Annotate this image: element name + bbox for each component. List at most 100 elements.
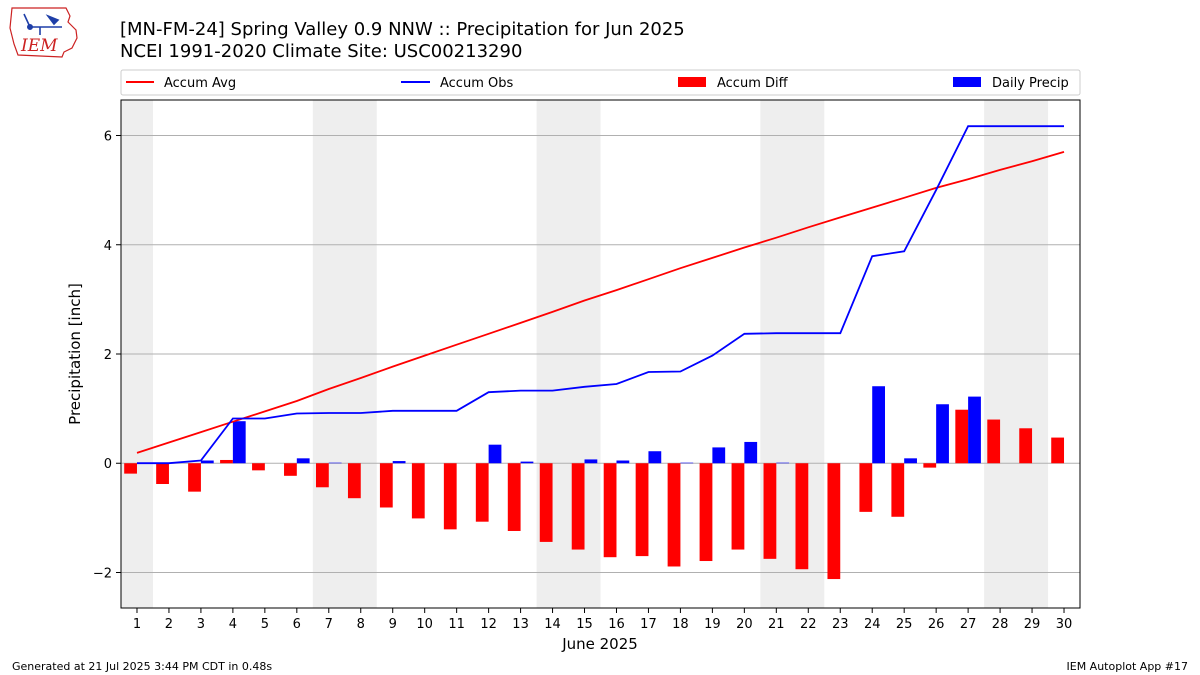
legend-label-accum-diff: Accum Diff [717, 76, 789, 91]
x-tick-label: 8 [357, 617, 365, 632]
accum-diff-bar [859, 463, 873, 512]
accum-diff-bar [699, 463, 713, 562]
x-tick-label: 23 [832, 617, 849, 632]
accum-diff-bar [124, 463, 137, 474]
accum-diff-bar [284, 463, 297, 476]
accum-diff-bar [731, 463, 745, 550]
accum-diff-bar [571, 463, 585, 550]
accum-diff-bar [411, 463, 425, 519]
accum-diff-bar [220, 459, 233, 464]
accum-diff-bar [188, 463, 201, 492]
accum-obs-line [137, 125, 1064, 465]
accum-diff-bar [379, 463, 393, 508]
x-tick-label: 11 [448, 617, 465, 632]
legend-swatch-daily-precip [953, 77, 981, 87]
x-tick-label: 21 [768, 617, 785, 632]
x-tick-label: 26 [928, 617, 945, 632]
x-tick-label: 22 [800, 617, 817, 632]
legend-label-accum-avg: Accum Avg [164, 76, 236, 91]
accum-avg-line [136, 151, 1065, 454]
daily-precip-bar [904, 458, 917, 464]
x-tick-label: 17 [640, 617, 657, 632]
bar-series [124, 386, 1065, 580]
x-tick-label: 16 [608, 617, 625, 632]
x-tick-label: 6 [293, 617, 301, 632]
accum-diff-bar [347, 463, 361, 499]
weather-station-icon [23, 13, 62, 35]
accum-diff-bar [827, 463, 841, 580]
gridlines [121, 135, 1080, 573]
x-tick-label: 30 [1056, 617, 1073, 632]
accum-diff-bar [539, 463, 553, 542]
daily-precip-bar [776, 462, 790, 464]
accum-diff-bar [795, 463, 809, 570]
x-tick-label: 14 [544, 617, 561, 632]
x-tick-label: 9 [389, 617, 397, 632]
daily-precip-bar [488, 444, 502, 464]
legend: Accum Avg Accum Obs Accum Diff Daily Pre… [120, 69, 1081, 96]
x-tick-label: 24 [864, 617, 881, 632]
x-tick-label: 3 [197, 617, 205, 632]
y-tick-label: 6 [104, 130, 112, 145]
accum-diff-bar [252, 463, 265, 471]
logo-text: IEM [20, 36, 58, 56]
x-tick-label: 28 [992, 617, 1009, 632]
accum-diff-bar [475, 463, 489, 522]
legend-label-accum-obs: Accum Obs [440, 76, 513, 91]
daily-precip-bar [712, 447, 726, 464]
x-tick-label: 18 [672, 617, 689, 632]
x-tick-label: 7 [325, 617, 333, 632]
y-tick-label: 0 [104, 457, 112, 472]
daily-precip-bar [968, 396, 981, 464]
x-tick-label: 20 [736, 617, 753, 632]
x-tick-label: 15 [576, 617, 593, 632]
x-tick-label: 2 [165, 617, 173, 632]
x-tick-label: 12 [480, 617, 497, 632]
y-axis-label: Precipitation [inch] [66, 283, 84, 425]
accum-diff-bar [891, 463, 905, 517]
x-axis-label: June 2025 [561, 635, 638, 653]
x-tick-label: 4 [229, 617, 237, 632]
accum-diff-bar [987, 419, 1001, 464]
daily-precip-bar [648, 451, 662, 464]
daily-precip-bar [680, 462, 694, 464]
daily-precip-bar [520, 461, 534, 464]
accum-diff-bar [315, 463, 329, 488]
x-tick-label: 5 [261, 617, 269, 632]
line-series [136, 125, 1065, 465]
daily-precip-bar [616, 460, 630, 464]
accum-diff-bar [923, 463, 937, 468]
accum-diff-bar [1051, 437, 1065, 464]
iem-logo: IEM [9, 7, 78, 58]
daily-precip-bar [328, 462, 342, 464]
accum-diff-bar [156, 463, 169, 485]
daily-precip-bar [936, 404, 949, 464]
accum-diff-bar [667, 463, 681, 567]
x-axis-ticks: 1 2 3 4 5 6 7 8 9 10 11 12 13 14 15 16 17 18 19 20 21 22 23 24 2… [133, 608, 1072, 632]
chart-subtitle: NCEI 1991-2020 Climate Site: USC00213290 [120, 41, 522, 62]
footer-app: IEM Autoplot App #17 [1067, 660, 1189, 673]
x-tick-label: 19 [704, 617, 721, 632]
daily-precip-bar [200, 460, 214, 464]
accum-diff-bar [507, 463, 521, 531]
y-axis-ticks: −2 0 2 4 6 [93, 130, 121, 581]
daily-precip-bar [744, 441, 758, 464]
accum-diff-bar [635, 463, 649, 557]
x-tick-label: 1 [133, 617, 141, 632]
daily-precip-bar [232, 421, 246, 464]
legend-swatch-accum-diff [678, 77, 706, 87]
daily-precip-bar [392, 461, 406, 464]
y-tick-label: 4 [104, 239, 112, 254]
y-tick-label: −2 [93, 566, 112, 581]
chart-title: [MN-FM-24] Spring Valley 0.9 NNW :: Prec… [120, 19, 685, 40]
footer-generated: Generated at 21 Jul 2025 3:44 PM CDT in … [12, 660, 272, 673]
daily-precip-bar [584, 459, 598, 464]
x-tick-label: 25 [896, 617, 913, 632]
daily-precip-bar [296, 458, 310, 464]
x-tick-label: 27 [960, 617, 977, 632]
legend-label-daily-precip: Daily Precip [992, 76, 1069, 91]
x-tick-label: 13 [512, 617, 529, 632]
daily-precip-bar [872, 386, 886, 464]
x-tick-label: 10 [416, 617, 433, 632]
